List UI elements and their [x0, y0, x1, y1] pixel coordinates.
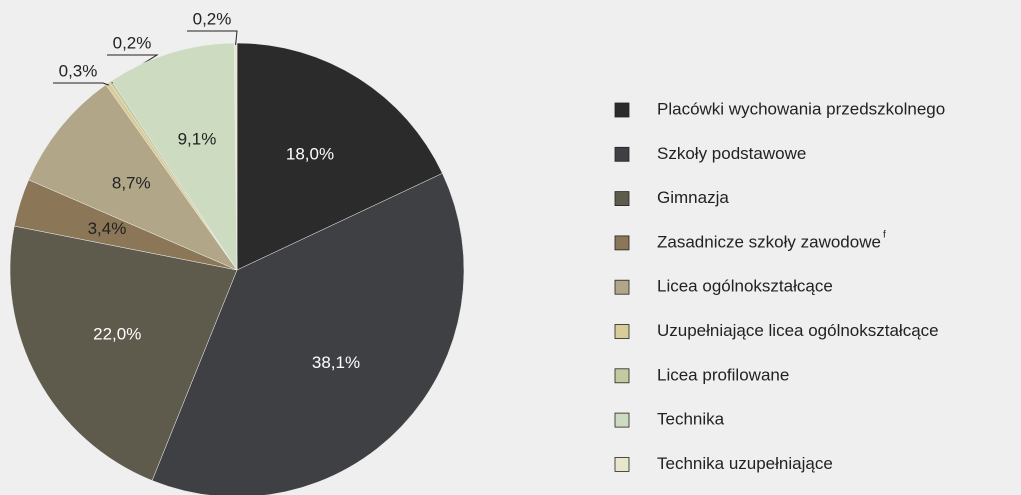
leader-line [187, 30, 238, 46]
pie-slice [111, 42, 238, 271]
legend-swatch [614, 456, 630, 472]
pie-slice [9, 225, 238, 481]
slice-label: 38,1% [312, 353, 360, 372]
pie-slice [151, 173, 465, 495]
legend-swatch [614, 324, 630, 339]
legend-label: Licea ogólnokształcące [657, 277, 833, 296]
legend-swatch [614, 235, 630, 251]
pie-slice [28, 84, 238, 271]
legend-swatch [614, 279, 630, 295]
slice-label: 0,2% [193, 9, 232, 28]
slice-label: 9,1% [178, 129, 217, 148]
legend-label: Technika [657, 410, 725, 429]
legend-swatch [614, 412, 630, 428]
legend-swatch [614, 191, 630, 207]
legend-footnote: f [883, 230, 886, 241]
legend-label: Placówki wychowania przedszkolnego [657, 99, 945, 118]
slice-label: 0,3% [59, 61, 98, 80]
slice-label: 0,2% [113, 33, 152, 52]
pie-slice [236, 42, 443, 271]
legend-label: Technika uzupełniające [657, 454, 833, 473]
slice-label: 22,0% [93, 324, 141, 343]
legend-label: Gimnazja [657, 188, 729, 207]
legend-swatch [614, 146, 630, 162]
leader-line [53, 82, 109, 86]
slice-label: 3,4% [88, 219, 127, 238]
legend-label: Szkoły podstawowe [657, 144, 806, 163]
slice-label: 18,0% [286, 144, 334, 163]
legend-label: Uzupełniające licea ogólnokształcące [657, 321, 939, 340]
legend-swatch [614, 102, 630, 118]
legend-label: Zasadnicze szkoły zawodowe [657, 232, 881, 251]
legend-label: Licea profilowane [657, 365, 789, 384]
slice-label: 8,7% [112, 174, 151, 193]
legend-swatch [614, 368, 630, 384]
